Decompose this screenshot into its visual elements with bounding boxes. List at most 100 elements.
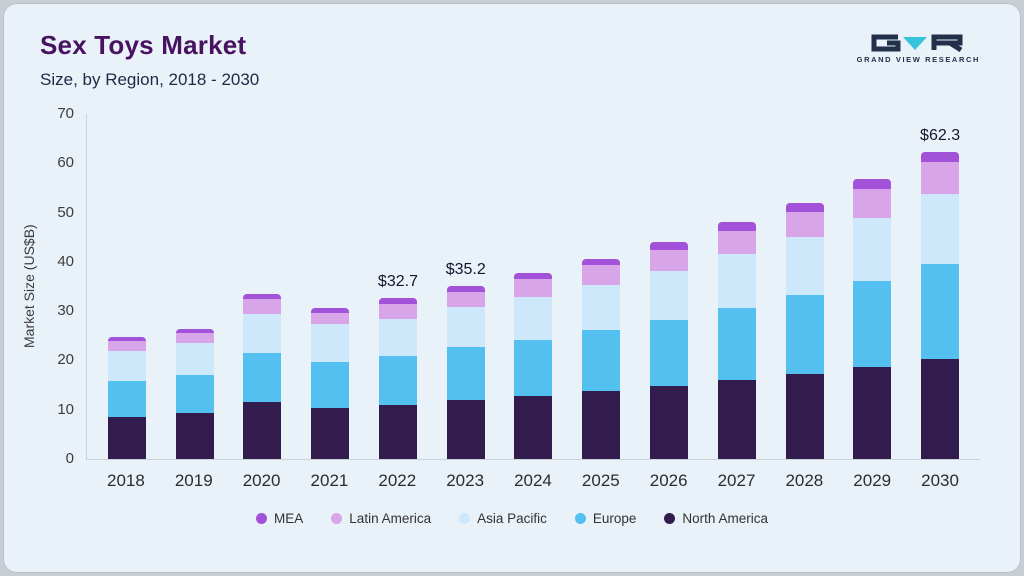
legend-label-europe: Europe bbox=[592, 511, 637, 526]
bar-column-2028 bbox=[771, 202, 839, 459]
legend-label-north-america: North America bbox=[682, 511, 768, 526]
segment-latin-america-2027 bbox=[717, 230, 756, 255]
legend-dot-north-america bbox=[664, 513, 676, 524]
x-tick-label-2028: 2028 bbox=[785, 471, 824, 490]
grand-view-research-logo: GRAND VIEW RESEARCH bbox=[857, 34, 980, 64]
segment-asia-pacific-2027 bbox=[717, 254, 756, 309]
legend-item-mea: MEA bbox=[256, 511, 303, 526]
logo-text: GRAND VIEW RESEARCH bbox=[856, 55, 980, 64]
x-tick-label-2019: 2019 bbox=[174, 471, 213, 490]
segment-mea-2026 bbox=[650, 242, 688, 250]
segment-north-america-2018 bbox=[107, 416, 146, 459]
chart-legend: MEA Latin America Asia Pacific Europe North … bbox=[4, 511, 1020, 526]
legend-dot-mea bbox=[256, 513, 268, 524]
gvr-logo-mark bbox=[871, 34, 963, 52]
chart-card: Sex Toys Market Size, by Region, 2018 - … bbox=[3, 3, 1021, 573]
segment-mea-2021 bbox=[311, 308, 350, 313]
segment-mea-2029 bbox=[853, 178, 892, 189]
bar-column-2019 bbox=[161, 329, 229, 459]
segment-mea-2020 bbox=[243, 293, 282, 299]
legend-dot-asia-pacific bbox=[459, 513, 471, 524]
legend-dot-latin-america bbox=[331, 513, 343, 524]
x-tick-label-2023: 2023 bbox=[446, 471, 485, 490]
segment-europe-2023 bbox=[446, 347, 485, 400]
segment-asia-pacific-2026 bbox=[650, 270, 688, 321]
segment-north-america-2024 bbox=[514, 395, 553, 459]
y-tick-label-40: 40 bbox=[57, 252, 74, 270]
segment-latin-america-2026 bbox=[650, 249, 688, 271]
segment-mea-2028 bbox=[785, 202, 824, 212]
bar-stack-2021 bbox=[311, 308, 350, 459]
legend-item-asia-pacific: Asia Pacific bbox=[459, 511, 547, 526]
stacked-bar-chart: Market Size (US$B) 0 10 20 30 40 50 60 70 $32.7… bbox=[18, 105, 980, 467]
segment-europe-2029 bbox=[853, 280, 892, 367]
x-tick-label-2024: 2024 bbox=[514, 471, 552, 490]
y-tick-label-60: 60 bbox=[57, 154, 74, 172]
bar-column-2021 bbox=[296, 308, 364, 459]
segment-north-america-2027 bbox=[717, 379, 756, 459]
segment-latin-america-2022 bbox=[378, 303, 417, 320]
segment-north-america-2019 bbox=[175, 413, 214, 459]
segment-asia-pacific-2023 bbox=[446, 307, 485, 348]
segment-europe-2018 bbox=[107, 380, 146, 417]
segment-latin-america-2029 bbox=[853, 188, 892, 218]
segment-latin-america-2018 bbox=[107, 341, 146, 352]
bar-stack-2022 bbox=[378, 297, 417, 459]
x-tick-label-2022: 2022 bbox=[378, 471, 417, 490]
logo-v-triangle bbox=[903, 37, 928, 50]
segment-north-america-2022 bbox=[378, 404, 417, 459]
legend-dot-europe bbox=[574, 513, 586, 524]
segment-europe-2028 bbox=[785, 295, 824, 374]
segment-latin-america-2020 bbox=[243, 298, 282, 314]
chart-subtitle: Size, by Region, 2018 - 2030 bbox=[40, 70, 260, 89]
bar-stack-2018 bbox=[107, 337, 146, 459]
bar-column-2023: $35.2 bbox=[432, 261, 500, 459]
bar-column-2027 bbox=[703, 222, 771, 459]
y-tick-label-70: 70 bbox=[57, 105, 74, 122]
legend-item-latin-america: Latin America bbox=[331, 511, 431, 526]
bar-stack-2029 bbox=[853, 178, 892, 459]
page-title: Sex Toys Market bbox=[40, 30, 247, 60]
x-tick-label-2018: 2018 bbox=[107, 471, 145, 490]
segment-north-america-2023 bbox=[446, 399, 485, 459]
segment-latin-america-2025 bbox=[582, 265, 621, 285]
segment-europe-2019 bbox=[175, 374, 214, 414]
segment-europe-2022 bbox=[378, 355, 417, 405]
x-tick-label-2021: 2021 bbox=[310, 471, 349, 490]
segment-north-america-2026 bbox=[650, 385, 688, 459]
bar-column-2020 bbox=[229, 293, 297, 459]
segment-asia-pacific-2022 bbox=[378, 319, 417, 356]
segment-latin-america-2024 bbox=[514, 279, 553, 297]
bar-stack-2026 bbox=[650, 242, 688, 459]
segment-asia-pacific-2024 bbox=[514, 296, 553, 340]
segment-mea-2022 bbox=[378, 297, 417, 304]
x-tick-label-2025: 2025 bbox=[581, 471, 620, 490]
x-axis-labels: 2018 2019 2020 2021 2022 2023 2024 2025 2026 2027… bbox=[86, 460, 980, 491]
bar-column-2018 bbox=[93, 337, 161, 459]
segment-mea-2019 bbox=[175, 329, 214, 334]
segment-north-america-2028 bbox=[785, 373, 824, 459]
bar-column-2026 bbox=[635, 242, 703, 459]
segment-mea-2018 bbox=[107, 337, 146, 342]
title-block: Sex Toys Market Size, by Region, 2018 - … bbox=[40, 30, 259, 90]
segment-asia-pacific-2030 bbox=[921, 193, 960, 265]
segment-asia-pacific-2025 bbox=[582, 284, 621, 331]
segment-north-america-2030 bbox=[921, 358, 960, 459]
legend-label-asia-pacific: Asia Pacific bbox=[477, 511, 547, 526]
segment-latin-america-2023 bbox=[446, 291, 485, 308]
bar-stack-2027 bbox=[717, 222, 756, 459]
bar-column-2030: $62.3 bbox=[906, 127, 974, 459]
x-tick-label-2026: 2026 bbox=[649, 471, 688, 490]
data-label-2030: $62.3 bbox=[920, 126, 961, 144]
segment-europe-2021 bbox=[311, 362, 350, 408]
x-tick-label-2027: 2027 bbox=[717, 471, 756, 490]
segment-mea-2023 bbox=[446, 285, 485, 292]
bar-stack-2020 bbox=[243, 293, 282, 459]
segment-asia-pacific-2029 bbox=[853, 217, 892, 281]
segment-mea-2025 bbox=[582, 258, 621, 266]
y-tick-label-0: 0 bbox=[65, 450, 74, 467]
bar-column-2022: $32.7 bbox=[364, 273, 432, 459]
segment-mea-2030 bbox=[921, 151, 960, 162]
segment-latin-america-2028 bbox=[785, 211, 824, 237]
x-tick-label-2020: 2020 bbox=[242, 471, 281, 490]
